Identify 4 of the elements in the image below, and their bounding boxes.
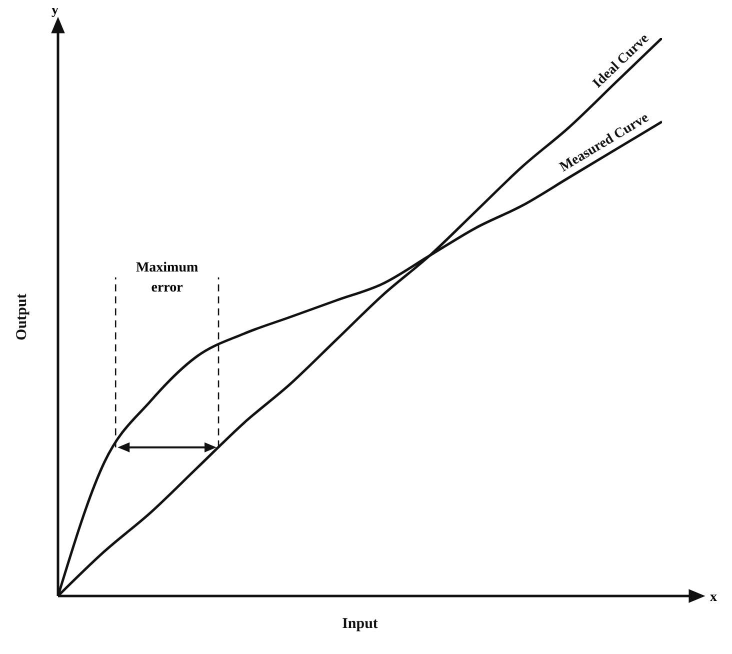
y-axis-title: Output: [14, 294, 30, 340]
text: x: [710, 590, 717, 605]
annotation: Maximum error: [136, 260, 199, 296]
x-axis-title: Input: [342, 616, 378, 632]
